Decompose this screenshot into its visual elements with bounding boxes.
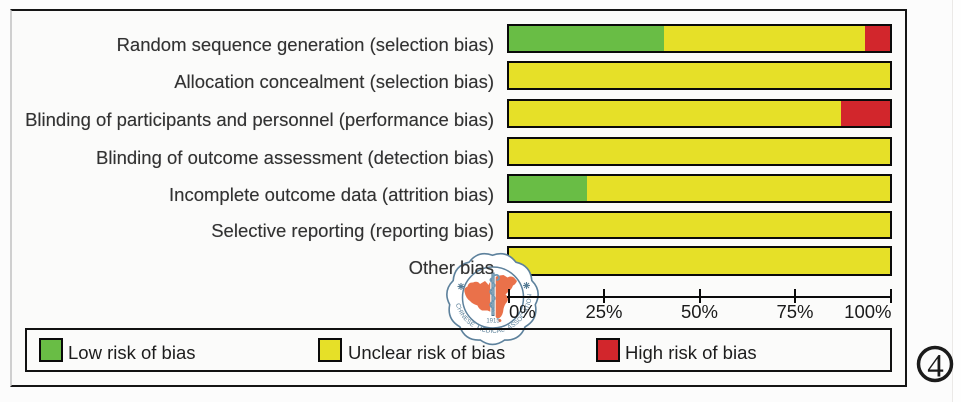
svg-text:4: 4 bbox=[927, 349, 944, 385]
svg-text:1915: 1915 bbox=[486, 319, 500, 325]
